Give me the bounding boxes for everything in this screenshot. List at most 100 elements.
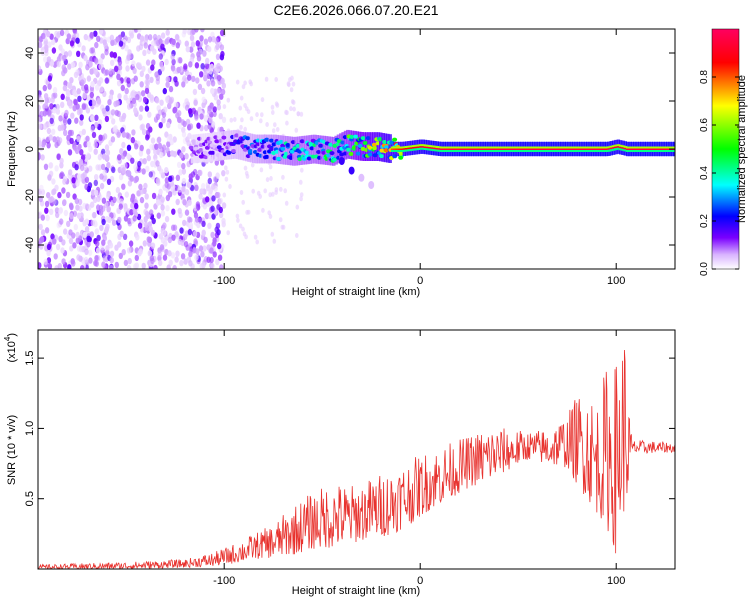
noise-blob (181, 168, 187, 175)
noise-blob (160, 43, 165, 50)
noise-blob (221, 116, 227, 124)
noise-blob (123, 259, 129, 267)
noise-blob (184, 98, 189, 105)
noise-blob (84, 226, 90, 233)
noise-blob (106, 193, 111, 200)
noise-blob (117, 216, 122, 224)
tonal-line-segment (440, 150, 444, 152)
noise-blob (299, 179, 303, 185)
side-branch-blob (358, 173, 365, 182)
noise-blob (148, 126, 153, 133)
noise-blob (175, 42, 180, 49)
noise-blob (205, 196, 210, 203)
tonal-line-segment (534, 150, 538, 152)
noise-blob (99, 182, 105, 190)
noise-blob (93, 68, 99, 75)
tonal-line-segment (527, 148, 531, 150)
tonal-line-segment (402, 149, 407, 152)
noise-blob (143, 182, 148, 190)
noise-blob (210, 231, 215, 239)
noise-blob (194, 29, 199, 33)
noise-blob (179, 152, 184, 159)
tonal-line-segment (461, 150, 465, 152)
tonal-line-segment (600, 150, 604, 152)
tonal-line-segment (393, 146, 397, 149)
noise-blob (157, 142, 163, 150)
noise-blob (188, 250, 193, 258)
noise-blob (144, 87, 150, 95)
noise-blob (133, 176, 138, 184)
tonal-blob (318, 143, 324, 148)
tonal-line-segment (494, 150, 498, 152)
noise-blob (200, 29, 205, 33)
tonal-line-segment (595, 148, 599, 150)
noise-blob (226, 230, 230, 236)
noise-blob (93, 259, 98, 267)
tonal-line-segment (626, 150, 630, 152)
noise-blob (150, 242, 156, 249)
tonal-line-segment (534, 148, 538, 150)
noise-blob (123, 215, 129, 222)
noise-blob (140, 90, 146, 97)
noise-blob (249, 116, 254, 122)
tonal-line-segment (564, 146, 569, 149)
noise-blob (86, 241, 91, 248)
snr-ytick-label: 1.0 (24, 421, 36, 436)
noise-blob (141, 128, 147, 135)
tonal-line-segment (529, 146, 534, 149)
tonal-line-segment (447, 146, 451, 149)
noise-blob (200, 62, 205, 70)
noise-blob (71, 161, 77, 169)
noise-blob (70, 61, 76, 69)
noise-blob (46, 142, 51, 149)
tonal-line-segment (673, 150, 675, 152)
tonal-line-segment (555, 148, 559, 150)
noise-blob (98, 63, 103, 70)
noise-blob (181, 177, 187, 185)
tonal-line-segment (579, 150, 583, 152)
chart-title: C2E6.2026.066.07.20.E21 (273, 2, 438, 18)
noise-blob (255, 112, 259, 118)
noise-blob (210, 205, 215, 212)
noise-blob (65, 90, 71, 98)
tonal-line-segment (494, 146, 498, 149)
noise-blob (104, 115, 110, 123)
noise-blob (137, 62, 142, 69)
noise-blob (207, 171, 212, 178)
noise-blob (173, 76, 178, 83)
noise-blob (104, 49, 109, 56)
noise-blob (90, 81, 95, 88)
noise-blob (56, 60, 61, 68)
tonal-line-segment (673, 146, 675, 149)
noise-blob (183, 258, 188, 265)
noise-blob (40, 46, 45, 54)
noise-blob (55, 108, 61, 115)
noise-blob (151, 59, 156, 66)
noise-blob (100, 53, 105, 60)
noise-blob (84, 176, 90, 183)
noise-blob (73, 145, 78, 152)
tonal-line-segment (661, 150, 665, 152)
noise-blob (84, 248, 89, 255)
tonal-line-segment (623, 145, 628, 148)
noise-blob (174, 256, 179, 263)
noise-blob (156, 212, 161, 219)
tonal-line-segment (501, 148, 505, 150)
tonal-line-segment (586, 150, 590, 152)
noise-blob (194, 184, 199, 191)
svg-text:(x104): (x104) (3, 333, 18, 363)
noise-blob (39, 243, 44, 250)
noise-blob (236, 217, 240, 223)
noise-blob (110, 136, 116, 143)
noise-blob (106, 178, 112, 185)
noise-blob (213, 94, 219, 101)
noise-blob (126, 170, 132, 177)
noise-blob (145, 165, 150, 173)
noise-blob (109, 250, 115, 257)
noise-blob (66, 82, 72, 89)
noise-blob (44, 44, 49, 51)
noise-blob (59, 162, 64, 169)
noise-blob (135, 234, 140, 241)
noise-blob (158, 38, 163, 45)
tonal-blob (365, 136, 371, 141)
